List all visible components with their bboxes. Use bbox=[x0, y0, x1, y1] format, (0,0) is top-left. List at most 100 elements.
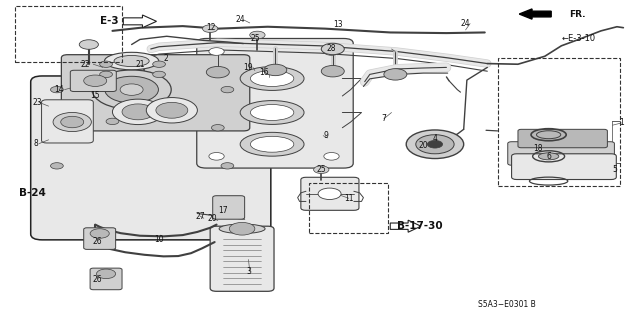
Circle shape bbox=[53, 113, 92, 131]
Circle shape bbox=[51, 86, 63, 93]
Circle shape bbox=[211, 124, 224, 131]
Circle shape bbox=[202, 25, 218, 33]
Circle shape bbox=[92, 70, 172, 109]
Ellipse shape bbox=[240, 67, 304, 90]
Circle shape bbox=[221, 86, 234, 93]
FancyArrow shape bbox=[390, 220, 421, 232]
Circle shape bbox=[221, 163, 234, 169]
Circle shape bbox=[324, 48, 339, 55]
Circle shape bbox=[229, 222, 255, 235]
Text: 25: 25 bbox=[250, 34, 260, 43]
Text: 9: 9 bbox=[324, 131, 329, 140]
Text: 18: 18 bbox=[534, 144, 543, 153]
FancyBboxPatch shape bbox=[70, 70, 116, 92]
Text: 13: 13 bbox=[333, 20, 342, 29]
Circle shape bbox=[206, 66, 229, 78]
Circle shape bbox=[406, 130, 464, 159]
Circle shape bbox=[321, 65, 344, 77]
Circle shape bbox=[324, 152, 339, 160]
FancyBboxPatch shape bbox=[42, 100, 93, 143]
Circle shape bbox=[51, 163, 63, 169]
Text: 23: 23 bbox=[33, 98, 42, 107]
Text: B-24: B-24 bbox=[19, 188, 45, 198]
FancyBboxPatch shape bbox=[90, 268, 122, 290]
Text: 16: 16 bbox=[259, 68, 269, 77]
Bar bbox=[308, 183, 388, 233]
Circle shape bbox=[250, 31, 265, 39]
FancyBboxPatch shape bbox=[84, 228, 116, 249]
Text: 26: 26 bbox=[93, 275, 102, 284]
FancyBboxPatch shape bbox=[518, 129, 607, 148]
FancyBboxPatch shape bbox=[210, 226, 274, 291]
Text: 12: 12 bbox=[207, 23, 216, 32]
Ellipse shape bbox=[250, 70, 294, 86]
Circle shape bbox=[106, 118, 119, 124]
Circle shape bbox=[79, 40, 99, 49]
Ellipse shape bbox=[114, 56, 149, 67]
Text: B-17-30: B-17-30 bbox=[397, 221, 442, 231]
FancyBboxPatch shape bbox=[511, 154, 616, 180]
Circle shape bbox=[153, 71, 166, 78]
Text: S5A3−E0301 B: S5A3−E0301 B bbox=[478, 300, 536, 308]
Circle shape bbox=[209, 48, 224, 55]
FancyBboxPatch shape bbox=[212, 196, 244, 219]
Circle shape bbox=[61, 116, 84, 128]
FancyBboxPatch shape bbox=[301, 177, 359, 210]
Ellipse shape bbox=[104, 52, 159, 70]
Text: 17: 17 bbox=[218, 206, 228, 215]
Text: 25: 25 bbox=[316, 165, 326, 174]
Text: 7: 7 bbox=[381, 114, 387, 123]
Text: 24: 24 bbox=[236, 15, 245, 24]
Text: 19: 19 bbox=[244, 63, 253, 72]
Text: 28: 28 bbox=[327, 44, 336, 54]
FancyBboxPatch shape bbox=[31, 76, 271, 240]
Circle shape bbox=[100, 71, 113, 78]
Circle shape bbox=[97, 269, 116, 278]
Text: 22: 22 bbox=[80, 60, 90, 69]
Text: 26: 26 bbox=[93, 237, 102, 246]
Text: E-3: E-3 bbox=[100, 16, 118, 26]
Ellipse shape bbox=[219, 224, 265, 234]
Bar bbox=[497, 58, 620, 186]
Text: 2: 2 bbox=[163, 54, 168, 63]
Text: 3: 3 bbox=[246, 267, 251, 276]
Text: 5: 5 bbox=[612, 165, 618, 174]
Circle shape bbox=[156, 102, 188, 118]
FancyArrow shape bbox=[519, 9, 551, 19]
Circle shape bbox=[120, 84, 143, 95]
Circle shape bbox=[147, 98, 197, 123]
Circle shape bbox=[428, 140, 443, 148]
FancyBboxPatch shape bbox=[508, 142, 614, 165]
Text: 8: 8 bbox=[33, 139, 38, 148]
Circle shape bbox=[314, 166, 329, 174]
Circle shape bbox=[105, 76, 159, 103]
Circle shape bbox=[113, 99, 164, 124]
Ellipse shape bbox=[536, 131, 561, 139]
Text: 27: 27 bbox=[195, 211, 205, 220]
Circle shape bbox=[209, 152, 224, 160]
FancyBboxPatch shape bbox=[196, 39, 353, 168]
Ellipse shape bbox=[538, 153, 559, 160]
Text: ←E-3-10: ←E-3-10 bbox=[561, 34, 595, 43]
Text: 1: 1 bbox=[619, 118, 624, 128]
Text: 6: 6 bbox=[546, 152, 551, 161]
Circle shape bbox=[318, 188, 341, 199]
Ellipse shape bbox=[250, 136, 294, 152]
Circle shape bbox=[84, 75, 107, 86]
FancyArrow shape bbox=[124, 15, 157, 28]
Text: 20: 20 bbox=[419, 141, 428, 150]
Circle shape bbox=[122, 104, 154, 120]
Ellipse shape bbox=[250, 105, 294, 121]
Ellipse shape bbox=[240, 132, 304, 156]
Text: 21: 21 bbox=[135, 60, 145, 69]
Text: 4: 4 bbox=[433, 134, 437, 143]
Text: FR.: FR. bbox=[569, 10, 586, 19]
Circle shape bbox=[100, 61, 113, 67]
Text: 14: 14 bbox=[54, 85, 64, 94]
Ellipse shape bbox=[240, 100, 304, 124]
Circle shape bbox=[321, 43, 344, 55]
Text: 10: 10 bbox=[154, 235, 164, 244]
Text: 15: 15 bbox=[90, 92, 100, 100]
Circle shape bbox=[90, 229, 109, 238]
Text: 24: 24 bbox=[461, 19, 470, 28]
